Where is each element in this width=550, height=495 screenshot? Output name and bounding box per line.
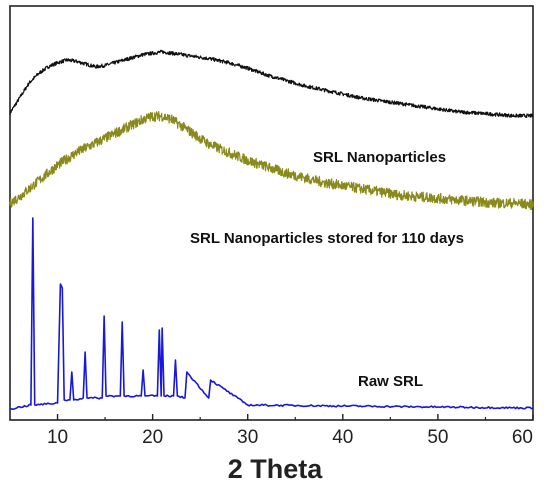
series-label-stored: SRL Nanoparticles stored for 110 days [190, 230, 464, 247]
x-tick-label-50: 50 [427, 427, 448, 448]
series-label-nanoparticles: SRL Nanoparticles [313, 149, 446, 166]
series-layer [9, 49, 534, 410]
plot-frame [9, 5, 534, 421]
series-line-2 [9, 110, 534, 211]
x-tick-label-10: 10 [47, 427, 68, 448]
x-tick-label-30: 30 [237, 427, 258, 448]
series-line-3 [9, 217, 534, 410]
series-label-raw: Raw SRL [358, 373, 423, 390]
x-axis: 10 20 30 40 50 60 [47, 414, 534, 448]
x-axis-title: 2 Theta [228, 454, 324, 484]
x-tick-label-20: 20 [142, 427, 163, 448]
x-tick-label-40: 40 [332, 427, 353, 448]
series-line-1 [9, 49, 534, 119]
x-tick-label-60: 60 [512, 427, 533, 448]
